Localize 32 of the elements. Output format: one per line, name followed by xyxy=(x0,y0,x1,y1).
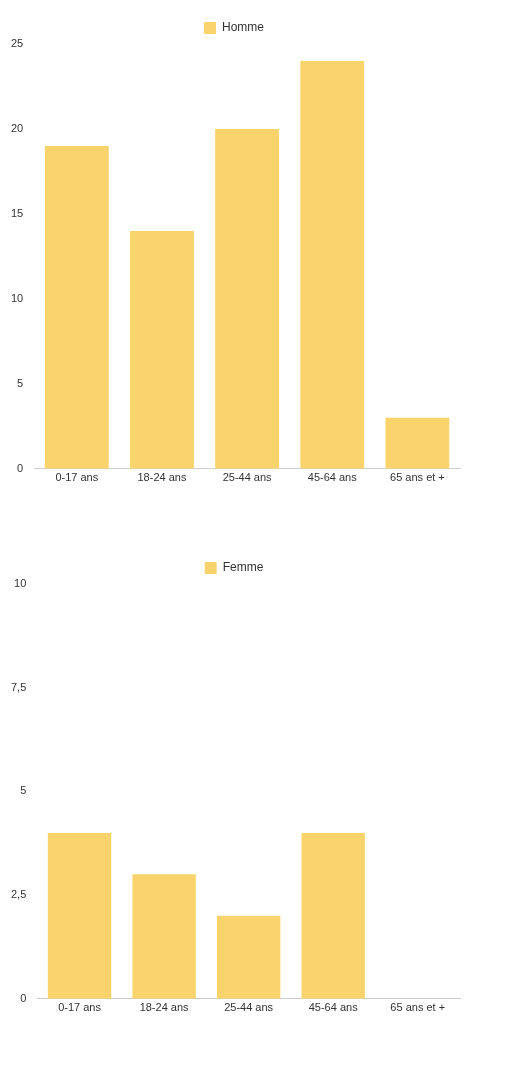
legend-label: Femme xyxy=(222,560,264,575)
y-tick-label: 10 xyxy=(10,291,24,304)
x-tick-label: 45-64 ans xyxy=(307,471,358,484)
y-tick-label: 5 xyxy=(20,784,27,797)
x-tick-label: 65 ans et + xyxy=(390,1001,446,1014)
y-tick-label: 0 xyxy=(17,461,24,474)
bar xyxy=(216,915,281,999)
x-tick-label: 18-24 ans xyxy=(137,471,187,484)
x-tick-label: 0-17 ans xyxy=(55,471,99,484)
x-tick-label: 25-44 ans xyxy=(222,471,273,484)
y-tick-label: 5 xyxy=(17,376,24,389)
x-tick-label: 25-44 ans xyxy=(224,1001,274,1014)
y-tick-label: 10 xyxy=(14,577,27,590)
y-tick-label: 2,5 xyxy=(10,888,27,901)
y-tick-label: 25 xyxy=(10,37,24,50)
bar xyxy=(385,417,450,469)
y-tick-label: 15 xyxy=(10,206,24,219)
x-tick-label: 18-24 ans xyxy=(139,1001,190,1014)
bar xyxy=(215,128,280,469)
bar xyxy=(47,832,112,999)
y-tick-label: 0 xyxy=(20,991,27,1004)
bar xyxy=(301,832,365,999)
bar xyxy=(44,145,109,469)
bar xyxy=(130,230,194,469)
y-tick-label: 20 xyxy=(10,121,24,134)
x-tick-label: 65 ans et + xyxy=(390,471,445,484)
legend-label: Homme xyxy=(222,20,265,35)
x-tick-label: 0-17 ans xyxy=(58,1001,102,1014)
bar xyxy=(300,60,365,469)
bar xyxy=(132,874,196,999)
y-tick-label: 7,5 xyxy=(10,680,27,693)
x-tick-label: 45-64 ans xyxy=(308,1001,359,1014)
